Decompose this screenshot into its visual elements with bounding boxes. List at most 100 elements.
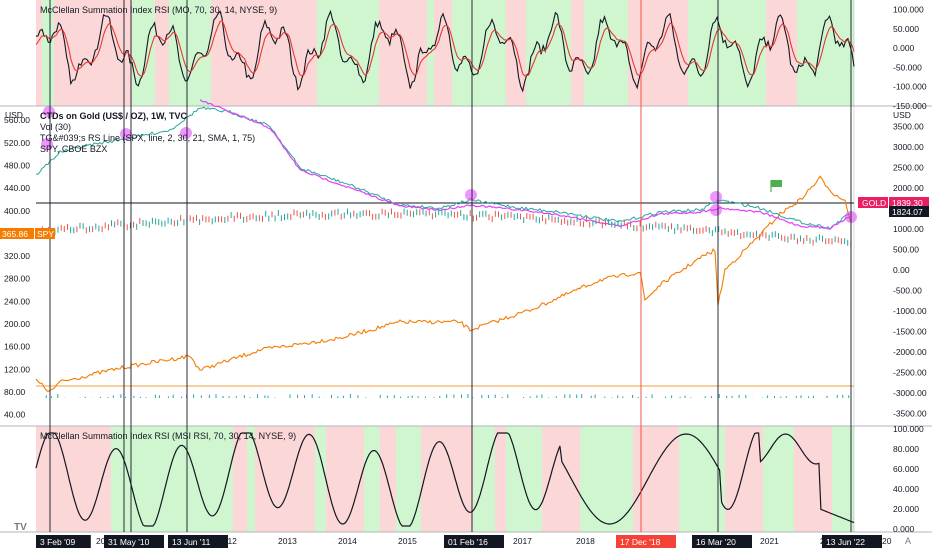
gold-price-tag: GOLD 1839.30 (858, 197, 929, 208)
right-axis-tick-label: -500.00 (893, 286, 922, 296)
right-axis-tick-label: -2500.00 (893, 368, 927, 378)
bottom-pane-axis: 100.000 80.000 60.000 40.000 20.000 0.000 (893, 424, 924, 534)
right-axis-tick-label: -3000.00 (893, 388, 927, 398)
top-shade-band (628, 0, 652, 106)
bottom-shade-band (679, 426, 705, 532)
bottom-shade-band (139, 426, 146, 532)
spy-line (35, 175, 851, 393)
bottom-shade-band (602, 426, 623, 532)
top-shade-band (211, 0, 237, 106)
top-shade-band (603, 0, 628, 106)
right-axis-tick-label: -1500.00 (893, 327, 927, 337)
bottom-shade-band (247, 426, 255, 532)
right-axis-tick-label: 2500.00 (893, 163, 924, 173)
bottom-shade-band (623, 426, 633, 532)
bottom-shade-band (61, 426, 86, 532)
top-shade-band (379, 0, 405, 106)
main-right-axis: 3500.003000.002500.002000.001500.001000.… (893, 122, 927, 419)
top-shade-band (355, 0, 364, 106)
svg-text:365.86: 365.86 (2, 229, 28, 239)
right-axis-tick-label: 1000.00 (893, 224, 924, 234)
bottom-shade-band (165, 426, 187, 532)
bottom-shade-band (506, 426, 531, 532)
main-pane-frame (36, 106, 854, 426)
bottom-shade-band (336, 426, 343, 532)
bottom-axis-tick-label: 0.000 (893, 524, 915, 534)
left-axis-tick-label: 40.00 (4, 410, 26, 420)
main-price-lines (35, 99, 857, 398)
highlight-marker (120, 128, 132, 140)
event-label-bg (616, 535, 676, 548)
left-axis-tick-label: 320.00 (4, 251, 30, 261)
top-shade-band (735, 0, 753, 106)
svg-text:GOLD: GOLD (862, 198, 886, 208)
left-axis-tick-label: 520.00 (4, 138, 30, 148)
bottom-shade-band (287, 426, 297, 532)
main-left-axis: 560.00520.00480.00440.00400.00360.00320.… (4, 115, 30, 420)
top-shade-band (571, 0, 584, 106)
year-tick-label: 2021 (760, 536, 779, 546)
event-label-bg (168, 535, 228, 548)
top-shade-band (467, 0, 492, 106)
bottom-shade-band (281, 426, 287, 532)
top-shade-band (506, 0, 526, 106)
top-shade-band (766, 0, 789, 106)
legend-rs-line: TG&#039;s RS Line (SPX, line, 2, 30, 21,… (40, 133, 255, 143)
top-shade-band (76, 0, 89, 106)
bottom-axis-tick-label: 40.000 (893, 484, 919, 494)
bottom-shade-band (542, 426, 567, 532)
bottom-axis-tick-label: 100.000 (893, 424, 924, 434)
rs-line (199, 99, 851, 230)
bottom-shade-band (446, 426, 473, 532)
legend-spy: SPY, CBOE BZX (40, 144, 107, 154)
event-label-bg (104, 535, 164, 548)
flag-marker (770, 180, 782, 192)
top-axis-tick-label: -100.000 (893, 82, 927, 92)
right-axis-tick-label: 3000.00 (893, 142, 924, 152)
event-label: 13 Jun '11 (172, 537, 211, 547)
top-shade-band (291, 0, 317, 106)
top-shade-band (89, 0, 111, 106)
top-shade-band (813, 0, 840, 106)
legend-vol: Vol (30) (40, 122, 71, 132)
bottom-shade-band (111, 426, 133, 532)
bottom-shade-band (388, 426, 396, 532)
event-label-bg (822, 535, 882, 548)
top-shade-band (688, 0, 714, 106)
event-label: 16 Mar '20 (696, 537, 736, 547)
top-shade-band (36, 0, 42, 106)
bottom-shade-band (580, 426, 602, 532)
top-shade-band (364, 0, 379, 106)
top-pane-axis: 100.000 50.000 0.000 -50.000 -100.000 -150.00… (893, 5, 927, 111)
top-axis-tick-label: 100.000 (893, 5, 924, 15)
highlight-marker (465, 189, 477, 201)
event-label-bg (36, 535, 91, 548)
left-axis-tick-label: 200.00 (4, 319, 30, 329)
event-lines (49, 0, 852, 532)
bottom-shade-band (633, 426, 660, 532)
top-shade-band (492, 0, 506, 106)
last-price-tag: 1824.07 (889, 206, 929, 217)
highlight-marker (180, 127, 192, 139)
bottom-shade-band (208, 426, 233, 532)
bottom-shade-band (52, 426, 61, 532)
event-label-bg (692, 535, 752, 548)
bottom-shade-band (187, 426, 208, 532)
svg-text:1839.30: 1839.30 (892, 198, 923, 208)
bottom-shade-band (814, 426, 832, 532)
event-label: 13 Jun '22 (826, 537, 865, 547)
bottom-shade-band (343, 426, 364, 532)
bottom-shade-band (364, 426, 380, 532)
top-shade-band (526, 0, 543, 106)
top-pane-title: McClellan Summation Index RSI (MO, 70, 3… (40, 5, 277, 15)
top-shade-band (271, 0, 291, 106)
top-shade-band (543, 0, 557, 106)
bottom-shade-band (779, 426, 794, 532)
right-unit-label: USD (893, 110, 911, 120)
year-tick-label: 2014 (338, 536, 357, 546)
top-axis-tick-label: 50.000 (893, 24, 919, 34)
bottom-shade-band (133, 426, 139, 532)
bottom-axis-tick-label: 20.000 (893, 504, 919, 514)
year-tick-label: 2017 (513, 536, 532, 546)
